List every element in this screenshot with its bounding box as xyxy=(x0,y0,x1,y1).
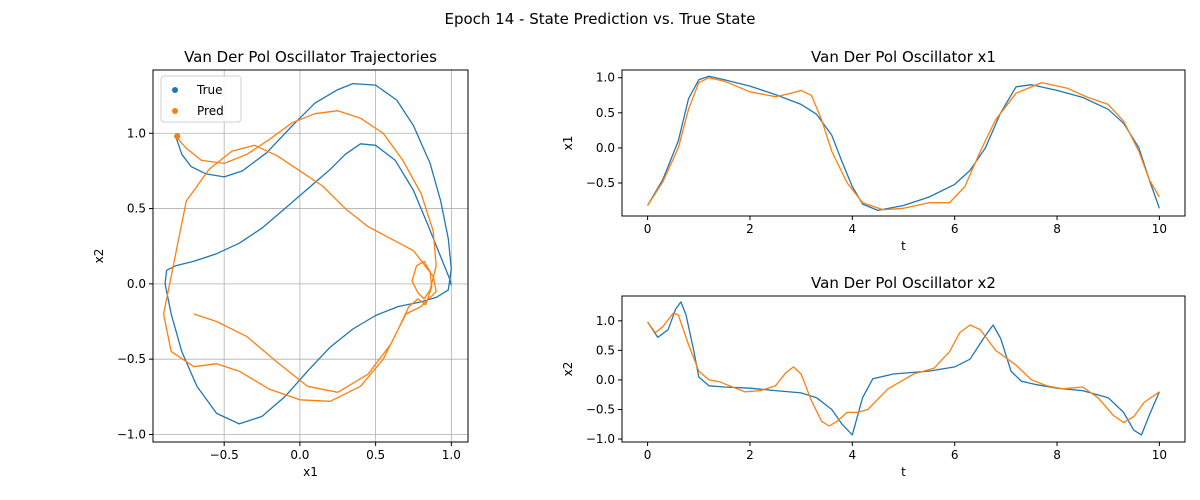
x-tick-label: 8 xyxy=(1053,222,1061,236)
y-axis-label: x2 xyxy=(92,249,106,264)
x-axis-label: t xyxy=(901,239,906,253)
y-axis-label: x1 xyxy=(561,136,575,151)
y-tick-label: 1.0 xyxy=(596,314,615,328)
axes-frame xyxy=(621,295,1186,443)
legend-marker-pred xyxy=(172,108,178,114)
x-tick-label: 8 xyxy=(1053,448,1061,462)
x-tick-label: 2 xyxy=(746,448,754,462)
y-tick-label: 1.0 xyxy=(596,71,615,85)
x1-panel: 0 2 4 6 8 10 −0.5 0.0 0.5 1.0 Van Der Pol Oscillat… xyxy=(561,48,1186,253)
series-marker-pred xyxy=(174,133,181,140)
y-tick-label: 0.0 xyxy=(127,277,146,291)
series-line-true xyxy=(647,301,1160,436)
axes-frame xyxy=(621,69,1186,217)
y-tick-label: −0.5 xyxy=(586,176,615,190)
series-line-pred xyxy=(647,312,1160,427)
series-line-pred xyxy=(647,77,1160,211)
trajectories-panel: −0.5 0.0 0.5 1.0 −1.0 −0.5 0.0 0.5 1.0 Van Der Po… xyxy=(92,48,469,479)
x-tick-label: 0 xyxy=(644,222,652,236)
y-tick-label: −0.5 xyxy=(117,352,146,366)
y-tick-label: 0.5 xyxy=(596,106,615,120)
series-line-pred xyxy=(162,110,437,402)
panel-title: Van Der Pol Oscillator x1 xyxy=(811,48,996,66)
legend-marker-true xyxy=(172,87,178,93)
y-tick-label: 0.0 xyxy=(596,373,615,387)
y-tick-label: −0.5 xyxy=(586,402,615,416)
x2-panel: 0 2 4 6 8 10 −1.0 −0.5 0.0 0.5 1.0 Van Der Pol Osci… xyxy=(561,274,1186,479)
x-axis-label: x1 xyxy=(303,465,318,479)
x-axis-label: t xyxy=(901,465,906,479)
x-tick-label: −0.5 xyxy=(210,448,239,462)
figure-suptitle: Epoch 14 - State Prediction vs. True Sta… xyxy=(444,10,755,28)
y-tick-label: 0.0 xyxy=(596,141,615,155)
panel-title: Van Der Pol Oscillator Trajectories xyxy=(184,48,437,66)
axes-frame xyxy=(152,69,469,443)
legend-label-pred: Pred xyxy=(197,104,224,118)
x-tick-label: 4 xyxy=(848,222,856,236)
x-tick-label: 0.0 xyxy=(290,448,309,462)
series-line-true xyxy=(647,75,1161,212)
y-tick-label: −1.0 xyxy=(117,427,146,441)
y-tick-label: 0.5 xyxy=(596,343,615,357)
x-tick-label: 6 xyxy=(951,448,959,462)
legend xyxy=(160,75,242,123)
series-line-true xyxy=(164,82,452,425)
x-tick-label: 1.0 xyxy=(442,448,461,462)
x-tick-label: 10 xyxy=(1152,448,1167,462)
panel-title: Van Der Pol Oscillator x2 xyxy=(811,274,996,292)
y-axis-label: x2 xyxy=(561,362,575,377)
y-tick-label: 0.5 xyxy=(127,202,146,216)
x-tick-label: 4 xyxy=(848,448,856,462)
x-tick-label: 10 xyxy=(1152,222,1167,236)
y-tick-label: 1.0 xyxy=(127,126,146,140)
x-tick-label: 0 xyxy=(644,448,652,462)
x-tick-label: 0.5 xyxy=(366,448,385,462)
y-tick-label: −1.0 xyxy=(586,432,615,446)
legend-label-true: True xyxy=(196,83,223,97)
x-tick-label: 6 xyxy=(951,222,959,236)
x-tick-label: 2 xyxy=(746,222,754,236)
